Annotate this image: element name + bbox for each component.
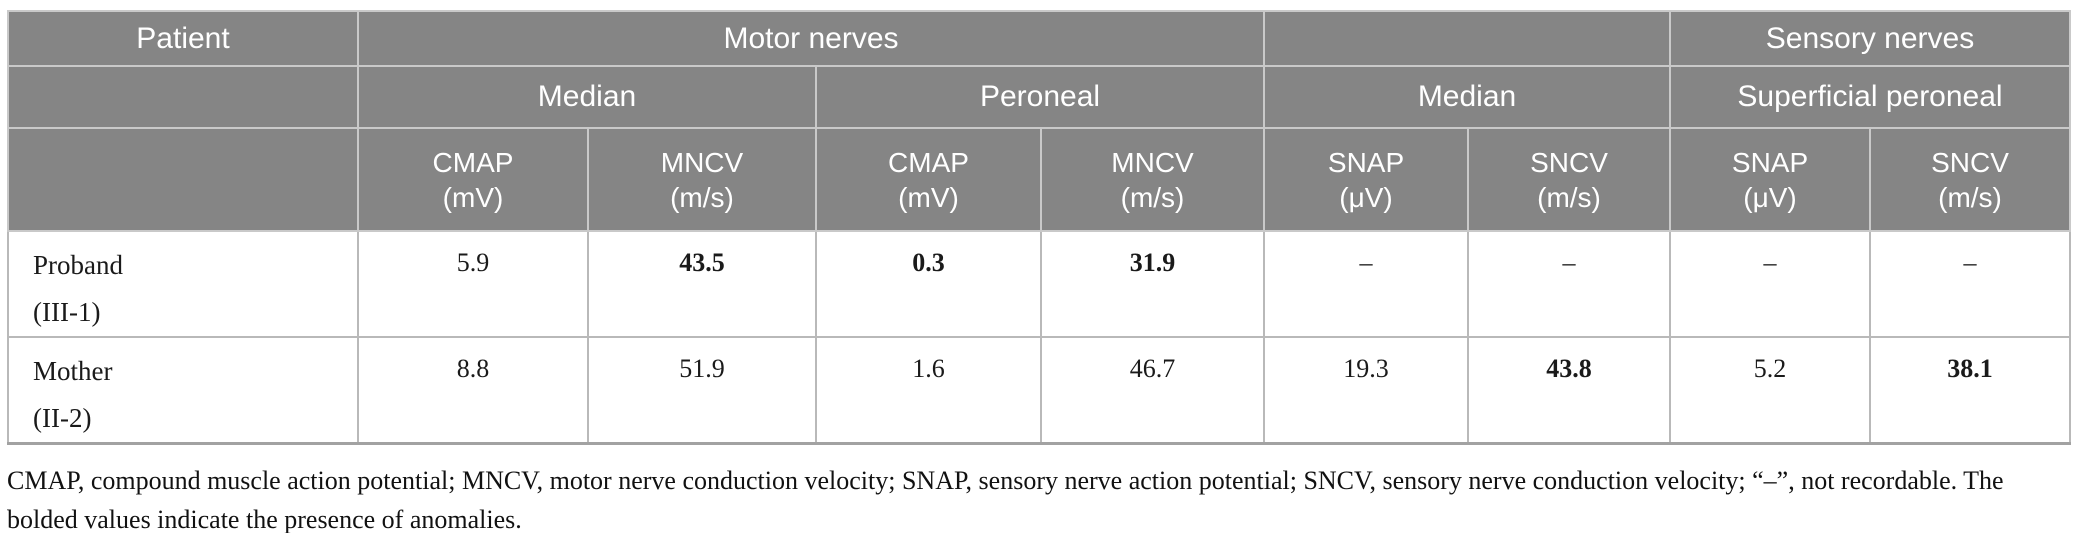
table-row: Mother (II-2) 8.8 51.9 1.6 46.7 19.3 43.8 5.2 38.…: [7, 336, 2072, 445]
data-cell: 8.8: [357, 336, 589, 445]
motor-nerves-header: Motor nerves: [356, 10, 1266, 67]
data-cell: 43.8: [1467, 336, 1672, 445]
patient-line: Mother: [33, 356, 113, 386]
measure-header-cmap-peroneal: CMAP (mV): [815, 127, 1042, 232]
patient-cell: Mother (II-2): [7, 336, 359, 445]
measure-label: MNCV: [1111, 146, 1194, 178]
blank-patient-cell: [7, 127, 359, 232]
data-cell: 46.7: [1039, 336, 1266, 445]
measure-label: CMAP: [432, 146, 514, 178]
patient-line: (II-2): [33, 403, 92, 433]
measure-label: SNAP: [1327, 146, 1405, 178]
header-row-measures: CMAP (mV) MNCV (m/s) CMAP (mV) MNCV (m/s…: [7, 127, 2072, 232]
measure-header-cmap-median: CMAP (mV): [357, 127, 589, 232]
table-row: Proband (III-1) 5.9 43.5 0.3 31.9– – – –: [7, 230, 2072, 338]
data-cell: –: [1467, 230, 1672, 338]
blank-group-header: [1263, 10, 1672, 67]
measure-header-snap-median: SNAP (μV): [1263, 127, 1470, 232]
patient-line: (III-1): [33, 297, 101, 327]
data-cell: 5.9: [357, 230, 589, 338]
data-cell: –: [1263, 230, 1470, 338]
measure-unit: (m/s): [1120, 181, 1185, 213]
data-cell: 38.1: [1869, 336, 2072, 445]
measure-label: CMAP: [888, 146, 969, 178]
data-cell: 31.9: [1039, 230, 1266, 338]
footnote-line: bolded values indicate the presence of a…: [7, 505, 522, 533]
measure-unit: (m/s): [1938, 181, 2002, 213]
measure-unit: (μV): [1339, 181, 1393, 213]
data-cell: 1.6: [815, 336, 1042, 445]
patient-column-header: Patient: [7, 10, 359, 67]
blank-patient-cell: [7, 65, 359, 129]
median-motor-header: Median: [357, 65, 817, 129]
measure-unit: (mV): [898, 181, 959, 213]
measure-unit: (m/s): [670, 181, 734, 213]
table-body: Proband (III-1) 5.9 43.5 0.3 31.9– – – – Mother (I…: [7, 230, 2072, 445]
measure-label: SNCV: [1530, 146, 1608, 178]
data-cell: –: [1669, 230, 1872, 338]
data-cell: 43.5: [587, 230, 817, 338]
superficial-peroneal-header: Superficial peroneal: [1669, 65, 2072, 129]
sensory-nerves-header: Sensory nerves: [1669, 10, 2072, 67]
header-row-nerves: Median Peroneal Median Superficial peron…: [7, 65, 2072, 129]
header-row-groups: Patient Motor nerves Sensory nerves: [7, 10, 2072, 67]
median-sensory-header: Median: [1263, 65, 1672, 129]
measure-header-sncv-superficial: SNCV (m/s): [1869, 127, 2072, 232]
data-cell: 0.3: [815, 230, 1042, 338]
measure-label: SNCV: [1931, 146, 2009, 178]
nerve-conduction-table: Patient Motor nerves Sensory nerves Medi…: [7, 10, 2072, 445]
table-header: Patient Motor nerves Sensory nerves Medi…: [7, 10, 2072, 232]
footnote-line: CMAP, compound muscle action potential; …: [7, 466, 2004, 495]
table-footnote: CMAP, compound muscle action potential; …: [7, 461, 2076, 533]
patient-line: Proband: [33, 250, 123, 280]
data-cell: –: [1869, 230, 2072, 338]
data-cell: 19.3: [1263, 336, 1470, 445]
peroneal-header: Peroneal: [814, 65, 1266, 129]
measure-unit: (m/s): [1537, 181, 1601, 213]
measure-header-mncv-peroneal: MNCV (m/s): [1039, 127, 1266, 232]
measure-unit: (mV): [442, 181, 504, 213]
data-cell: 51.9: [587, 336, 817, 445]
measure-label: MNCV: [660, 146, 744, 178]
patient-cell: Proband (III-1): [7, 230, 359, 338]
measure-label: SNAP: [1731, 146, 1809, 178]
measure-header-sncv-median: SNCV (m/s): [1467, 127, 1672, 232]
measure-header-snap-superficial: SNAP (μV): [1669, 127, 1872, 232]
measure-header-mncv-median: MNCV (m/s): [587, 127, 817, 232]
data-cell: 5.2: [1669, 336, 1872, 445]
measure-unit: (μV): [1743, 181, 1797, 213]
